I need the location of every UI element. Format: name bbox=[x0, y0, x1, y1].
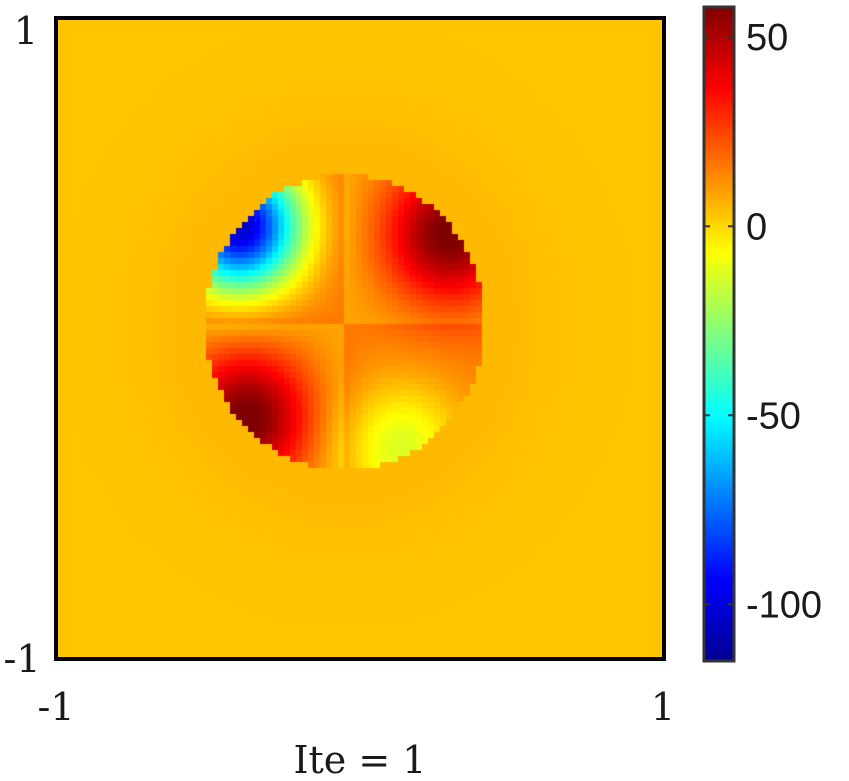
plot-frame bbox=[54, 16, 666, 661]
colorbar-tick-label: 50 bbox=[746, 17, 788, 59]
y-tick-top: 1 bbox=[14, 9, 38, 53]
heatmap-field bbox=[56, 18, 664, 659]
colorbar-tick-label: -50 bbox=[746, 395, 801, 437]
x-tick-right: 1 bbox=[651, 685, 675, 729]
plot-area bbox=[54, 16, 666, 661]
colorbar-tick-label: -100 bbox=[746, 584, 822, 626]
colorbar-gradient bbox=[704, 7, 734, 661]
x-tick-left: -1 bbox=[37, 685, 74, 729]
colorbar-ticks: 50 0 -50 -100 bbox=[704, 17, 822, 626]
colorbar-frame bbox=[702, 5, 736, 663]
colorbar-tick-label: 0 bbox=[746, 206, 767, 248]
y-tick-bottom: -1 bbox=[3, 637, 40, 681]
colorbar: 50 0 -50 -100 bbox=[702, 5, 822, 663]
heatmap-image bbox=[56, 18, 664, 659]
x-axis-label: Ite = 1 bbox=[294, 738, 427, 781]
